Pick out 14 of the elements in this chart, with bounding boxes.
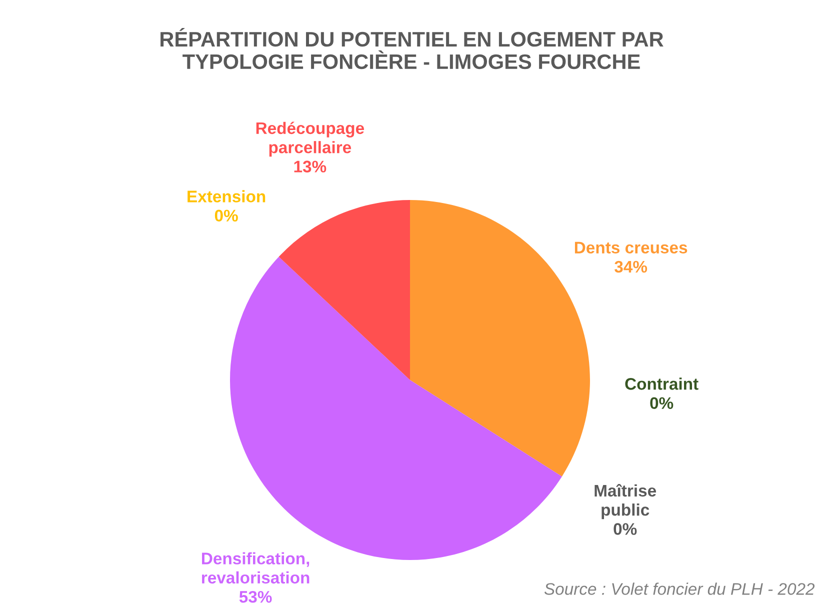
text: 0%: [650, 397, 674, 409]
text: 0%: [614, 523, 637, 535]
chart-title: RÉPARTITION DU POTENTIEL EN LOGEMENT PAR TYPOLOGIE FONCIÈRE - LIMOGES FOURCHE: [160, 28, 664, 70]
data-label: 13%: [294, 160, 326, 172]
category-label: Extension: [188, 190, 266, 202]
slice-label: Dents creuses: [574, 242, 688, 254]
category-label: Maîtrise public: [594, 484, 656, 520]
slice-label: Redécoupage parcellaire: [256, 122, 364, 157]
category-label: Contraint: [625, 378, 698, 390]
data-label: 34%: [614, 260, 648, 273]
slice-label: Densification, revalorisation: [202, 552, 310, 584]
data-label: 53%: [239, 590, 272, 603]
source-note: Source : Volet foncier du PLH - 2022: [544, 582, 815, 595]
text: 0%: [214, 210, 238, 222]
